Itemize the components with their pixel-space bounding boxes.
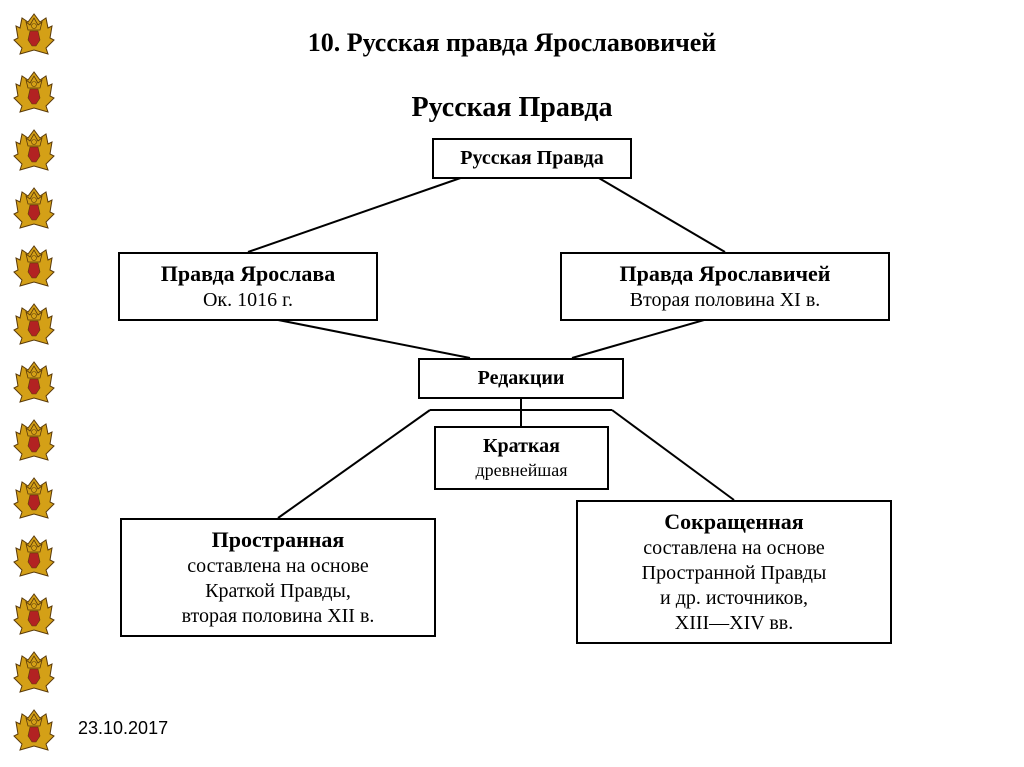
- node-left2: Пространнаясоставлена на основеКраткой П…: [120, 518, 436, 637]
- node-root: Русская Правда: [432, 138, 632, 179]
- node-title: Краткая: [450, 434, 593, 459]
- node-title: Пространная: [136, 526, 420, 554]
- edge-line: [592, 174, 725, 252]
- edge-line: [612, 410, 734, 500]
- edge-line: [572, 314, 725, 358]
- node-subtitle: Ок. 1016 г.: [134, 288, 362, 313]
- node-title: Редакции: [434, 366, 608, 391]
- date-label: 23.10.2017: [78, 718, 168, 739]
- node-title: Правда Ярослава: [134, 260, 362, 288]
- emblem-icon: [8, 646, 60, 698]
- emblem-icon: [8, 124, 60, 176]
- emblem-icon: [8, 704, 60, 756]
- edge-line: [248, 174, 472, 252]
- node-subtitle: Вторая половина XI в.: [576, 288, 874, 313]
- emblem-icon: [8, 298, 60, 350]
- node-subtitle: составлена на основеКраткой Правды,втора…: [136, 554, 420, 629]
- main-heading: Русская Правда: [0, 92, 1024, 124]
- emblem-icon: [8, 414, 60, 466]
- node-title: Сокращенная: [592, 508, 876, 536]
- emblem-icon: [8, 530, 60, 582]
- node-left1: Правда ЯрославаОк. 1016 г.: [118, 252, 378, 321]
- node-title: Правда Ярославичей: [576, 260, 874, 288]
- node-subtitle: составлена на основеПространной Правдыи …: [592, 536, 876, 636]
- node-right1: Правда ЯрославичейВторая половина XI в.: [560, 252, 890, 321]
- edge-line: [248, 314, 470, 358]
- emblem-icon: [8, 588, 60, 640]
- node-brief: Краткаядревнейшая: [434, 426, 609, 490]
- emblem-icon: [8, 356, 60, 408]
- node-title: Русская Правда: [448, 146, 616, 171]
- edge-line: [278, 410, 430, 518]
- page-title: 10. Русская правда Ярославовичей: [0, 28, 1024, 58]
- node-redactions: Редакции: [418, 358, 624, 399]
- emblem-icon: [8, 472, 60, 524]
- emblem-icon: [8, 240, 60, 292]
- node-right2: Сокращеннаясоставлена на основеПространн…: [576, 500, 892, 644]
- node-subtitle: древнейшая: [450, 459, 593, 482]
- emblem-icon: [8, 182, 60, 234]
